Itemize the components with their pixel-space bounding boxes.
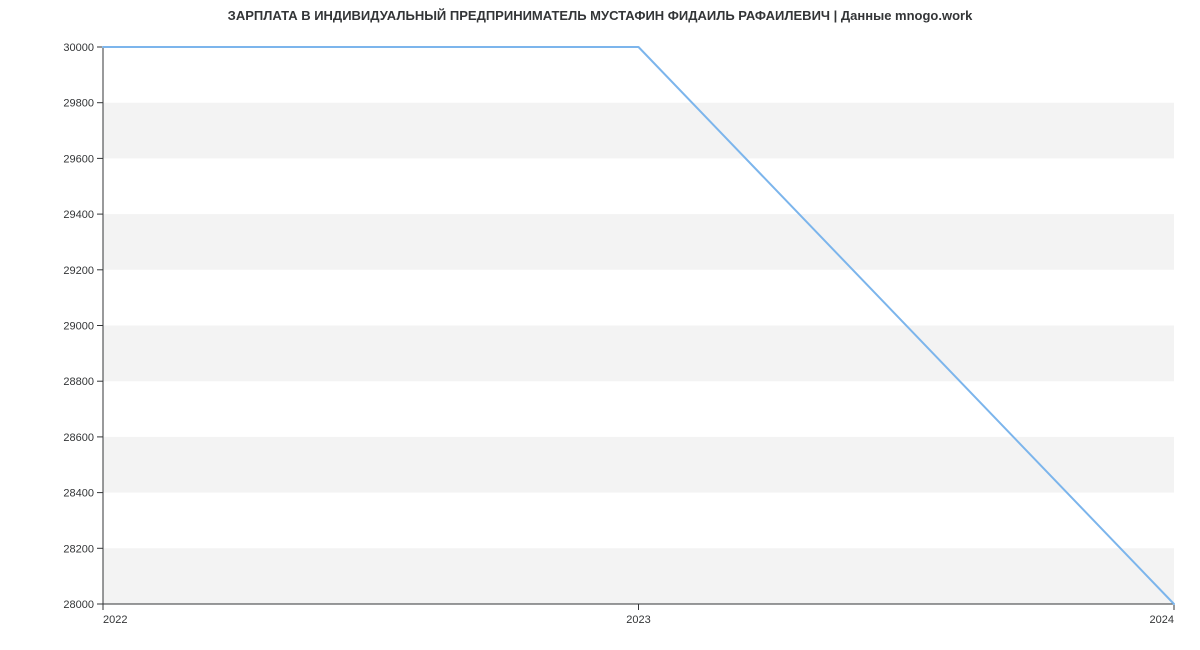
x-tick-label: 2022 bbox=[103, 614, 127, 626]
y-tick-label: 30000 bbox=[63, 42, 94, 54]
y-tick-label: 29800 bbox=[63, 98, 94, 110]
plot-band bbox=[103, 326, 1174, 382]
y-tick-label: 29400 bbox=[63, 209, 94, 221]
plot-band bbox=[103, 214, 1174, 270]
y-tick-label: 29200 bbox=[63, 265, 94, 277]
plot-band bbox=[103, 437, 1174, 493]
y-tick-label: 28400 bbox=[63, 488, 94, 500]
salary-line-chart: ЗАРПЛАТА В ИНДИВИДУАЛЬНЫЙ ПРЕДПРИНИМАТЕЛ… bbox=[0, 0, 1200, 650]
plot-band bbox=[103, 548, 1174, 604]
plot-band bbox=[103, 103, 1174, 159]
x-tick-label: 2024 bbox=[1150, 614, 1174, 626]
y-tick-label: 28000 bbox=[63, 599, 94, 611]
x-tick-label: 2023 bbox=[626, 614, 650, 626]
y-tick-label: 28200 bbox=[63, 543, 94, 555]
y-tick-label: 29000 bbox=[63, 321, 94, 333]
y-tick-label: 28800 bbox=[63, 376, 94, 388]
y-tick-label: 29600 bbox=[63, 153, 94, 165]
y-tick-label: 28600 bbox=[63, 432, 94, 444]
chart-svg: 28000 28200 28400 28600 28800 29000 29200 29400… bbox=[0, 0, 1200, 650]
